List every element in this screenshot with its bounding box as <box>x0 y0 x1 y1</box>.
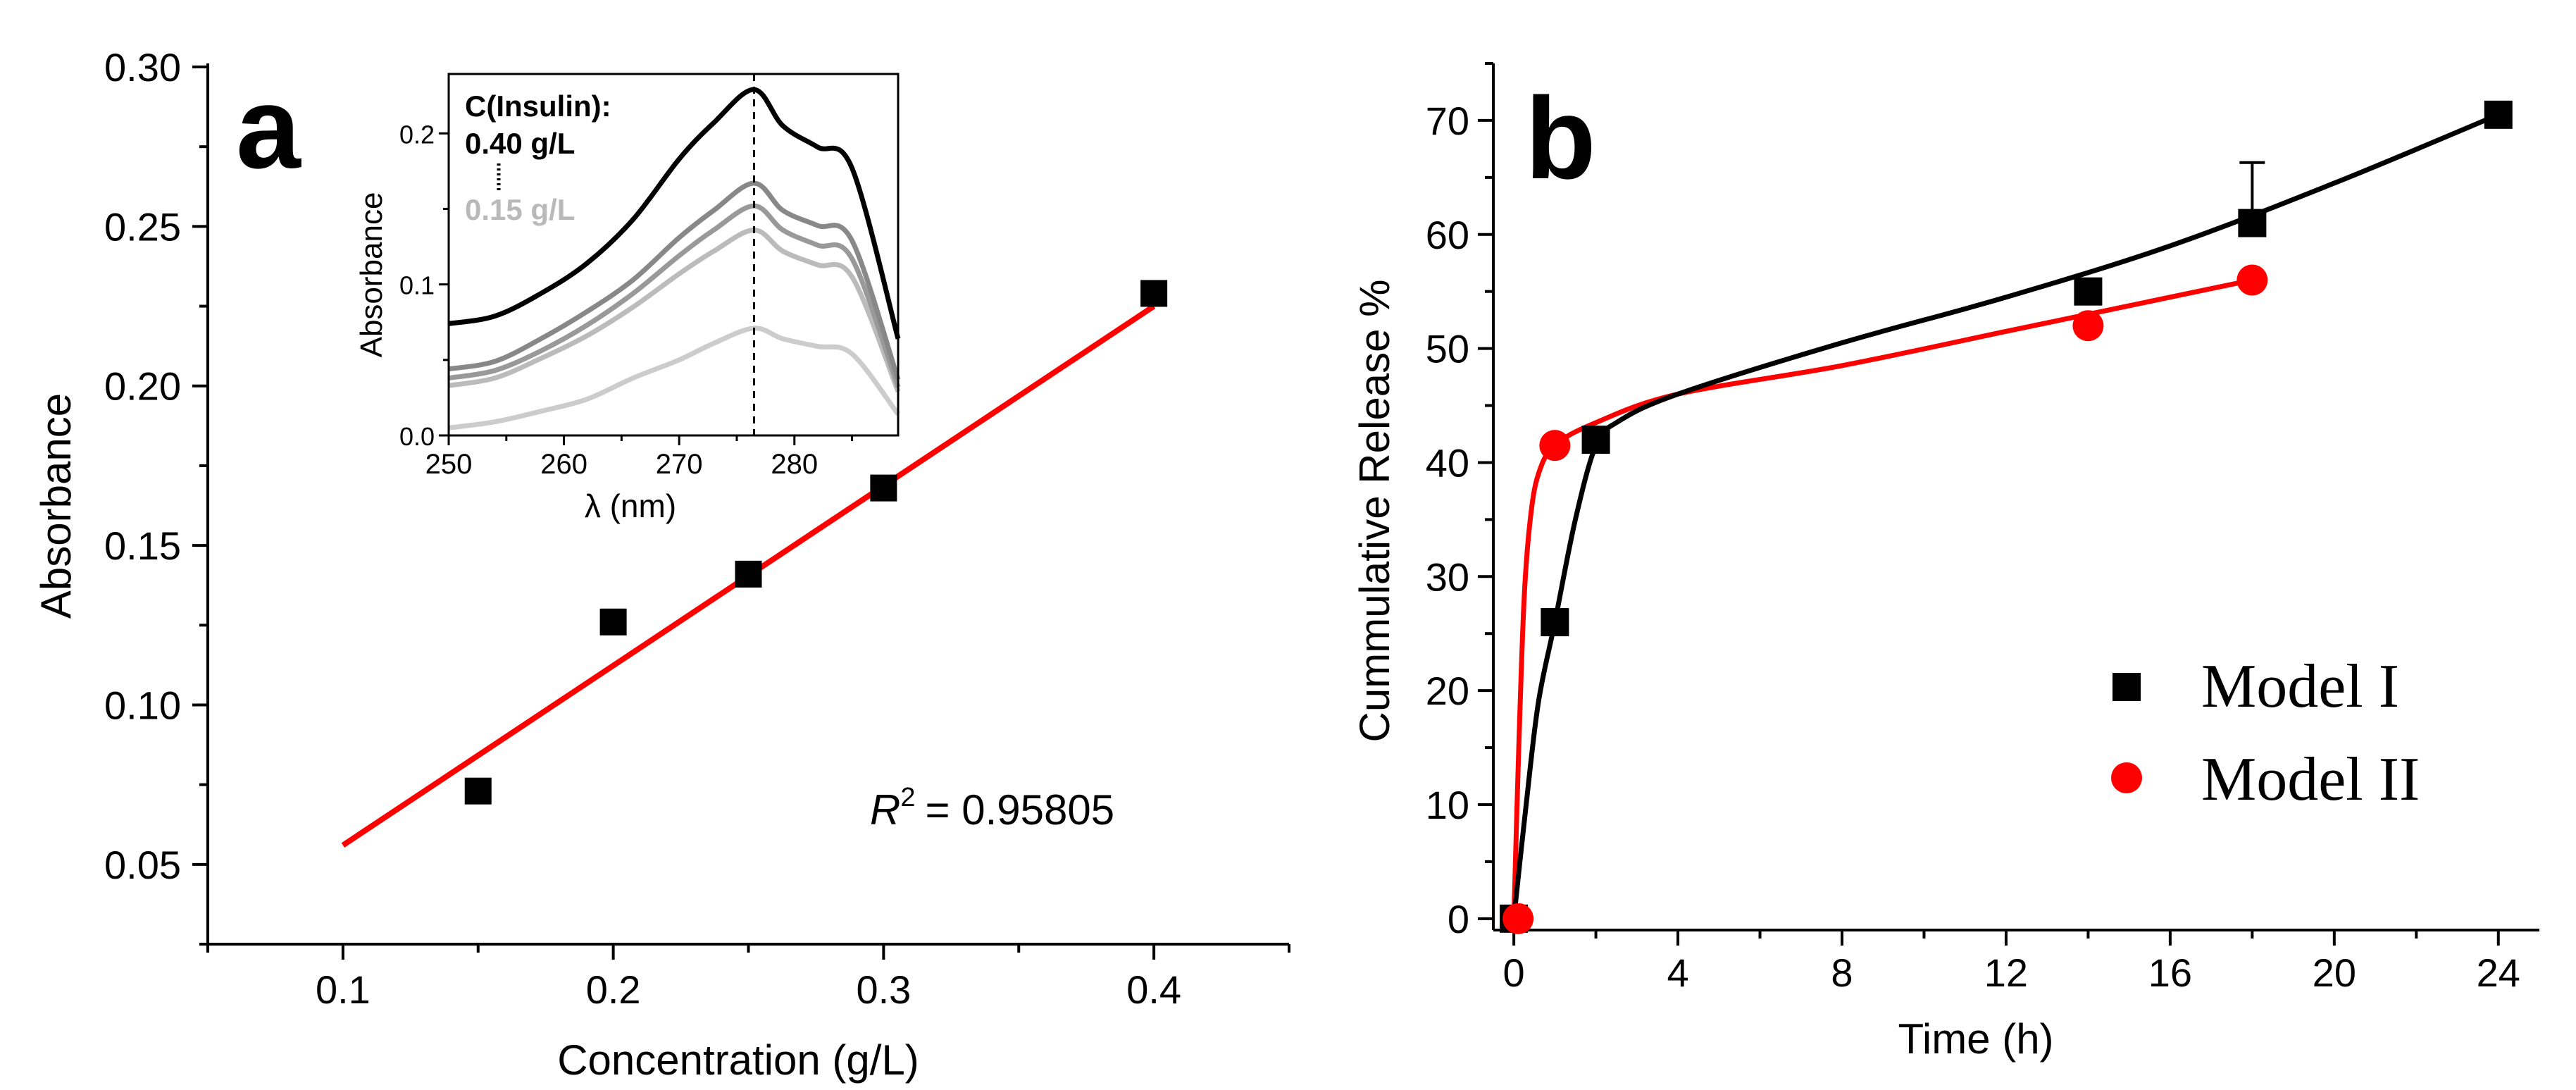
panel-a-x-axis-label: Concentration (g/L) <box>557 1036 919 1084</box>
model-ii-data-point <box>1502 903 1534 934</box>
panel-a: a 0.1 0.2 0.3 0.4 0.05 0.10 0.15 0.20 0.25 0.30 C… <box>32 45 1290 1084</box>
panel-b-y-axis-label: Cummulative Release % <box>1351 280 1398 743</box>
panel-b-y-tick-label: 10 <box>1426 783 1469 827</box>
model-ii-fit-curve <box>1511 278 2253 919</box>
r-squared-annotation: R2 = 0.95805 <box>870 783 1114 834</box>
inset-x-tick-label: 280 <box>771 449 818 480</box>
panel-b-axes: 0 4 8 12 16 20 24 0 10 20 30 40 50 60 70 <box>1426 62 2539 995</box>
legend-marker-model-ii <box>2111 762 2142 793</box>
panel-a-plot-area <box>341 280 1168 848</box>
panel-b-plot-area <box>1500 100 2513 934</box>
panel-a-y-tick-label: 0.20 <box>104 364 181 409</box>
inset-legend-low: 0.15 g/L <box>465 193 575 226</box>
panel-b-x-axis-label: Time (h) <box>1898 1015 2053 1063</box>
model-i-data-point <box>2238 209 2267 237</box>
inset-x-tick-label: 270 <box>656 449 703 480</box>
inset-legend-title: C(Insulin): <box>465 89 611 123</box>
inset-plot-area <box>448 74 901 435</box>
panel-a-y-axis-label: Absorbance <box>32 393 80 619</box>
panel-b-y-tick-label: 50 <box>1426 327 1469 371</box>
panel-b: b 0 4 8 12 16 20 24 0 10 20 30 40 50 60 70 Time (h) Cu… <box>1351 62 2539 1063</box>
inset-legend-high: 0.40 g/L <box>465 127 575 160</box>
panel-b-y-tick-label: 40 <box>1426 440 1469 485</box>
inset-axes: 250 260 270 280 0.0 0.1 0.2 <box>399 73 900 480</box>
panel-b-y-tick-label: 0 <box>1448 897 1469 941</box>
panel-a-y-tick-label: 0.30 <box>104 45 181 89</box>
legend-marker-model-i <box>2113 673 2141 701</box>
r-squared-superscript: 2 <box>900 783 915 812</box>
panel-a-axes: 0.1 0.2 0.3 0.4 0.05 0.10 0.15 0.20 0.25 0.30 <box>104 45 1290 1012</box>
panel-b-x-tick-label: 20 <box>2313 950 2356 995</box>
panel-a-x-tick-label: 0.4 <box>1126 967 1181 1012</box>
panel-b-letter: b <box>1525 73 1596 203</box>
inset-spectrum-curve <box>448 203 901 388</box>
inset-frame <box>447 73 900 437</box>
calibration-data-point <box>599 608 627 636</box>
inset-spectrum-curve <box>448 227 901 393</box>
calibration-data-point <box>464 777 492 805</box>
model-ii-data-point <box>2236 264 2268 296</box>
model-ii-data-point <box>1539 430 1571 462</box>
inset-y-tick-label: 0.2 <box>399 120 435 149</box>
panel-a-y-tick-label: 0.15 <box>104 524 181 568</box>
panel-b-x-tick-label: 12 <box>1984 950 2028 995</box>
r-squared-value: = 0.95805 <box>925 786 1114 834</box>
model-i-data-point <box>1541 608 1569 637</box>
inset-spectrum-curve <box>448 326 900 431</box>
panel-a-x-tick-label: 0.2 <box>586 967 641 1012</box>
inset-spectrum-curve <box>448 180 901 380</box>
model-ii-data-point <box>2072 310 2104 342</box>
panel-a-letter: a <box>236 63 301 192</box>
legend-label-model-ii: Model II <box>2201 745 2420 814</box>
panel-b-y-tick-label: 30 <box>1426 555 1469 599</box>
panel-b-x-tick-label: 4 <box>1667 950 1688 995</box>
panel-b-x-tick-label: 0 <box>1503 950 1525 995</box>
panel-b-y-tick-label: 60 <box>1426 213 1469 257</box>
r-squared-symbol: R <box>870 786 900 834</box>
panel-a-y-tick-label: 0.10 <box>104 683 181 727</box>
inset-spectrum-curve <box>448 87 901 340</box>
inset-x-tick-label: 260 <box>540 449 587 480</box>
calibration-data-point <box>1140 280 1168 307</box>
inset-x-axis-label: λ (nm) <box>585 488 676 524</box>
panel-b-y-tick-label: 20 <box>1426 669 1469 713</box>
panel-a-x-tick-label: 0.3 <box>856 967 911 1012</box>
inset-y-tick-label: 0.1 <box>399 271 435 300</box>
calibration-data-point <box>735 560 762 588</box>
model-i-fit-curve <box>1511 112 2500 919</box>
panel-b-x-tick-label: 8 <box>1831 950 1853 995</box>
model-i-data-point <box>1581 426 1610 454</box>
calibration-data-point <box>870 474 897 502</box>
panel-b-x-tick-label: 16 <box>2148 950 2192 995</box>
legend-label-model-i: Model I <box>2201 652 2399 721</box>
panel-a-y-tick-label: 0.25 <box>104 204 181 249</box>
panel-b-y-tick-label: 70 <box>1426 99 1469 143</box>
inset-x-tick-label: 250 <box>425 449 473 480</box>
model-i-data-point <box>2074 277 2103 306</box>
panel-a-y-tick-label: 0.05 <box>104 843 181 887</box>
model-i-data-point <box>2484 100 2513 129</box>
inset-y-tick-label: 0.0 <box>399 422 435 451</box>
panel-a-x-tick-label: 0.1 <box>316 967 371 1012</box>
panel-b-legend: Model I Model II <box>2111 652 2420 814</box>
panel-b-x-tick-label: 24 <box>2477 950 2520 995</box>
inset-y-axis-label: Absorbance <box>354 192 389 358</box>
